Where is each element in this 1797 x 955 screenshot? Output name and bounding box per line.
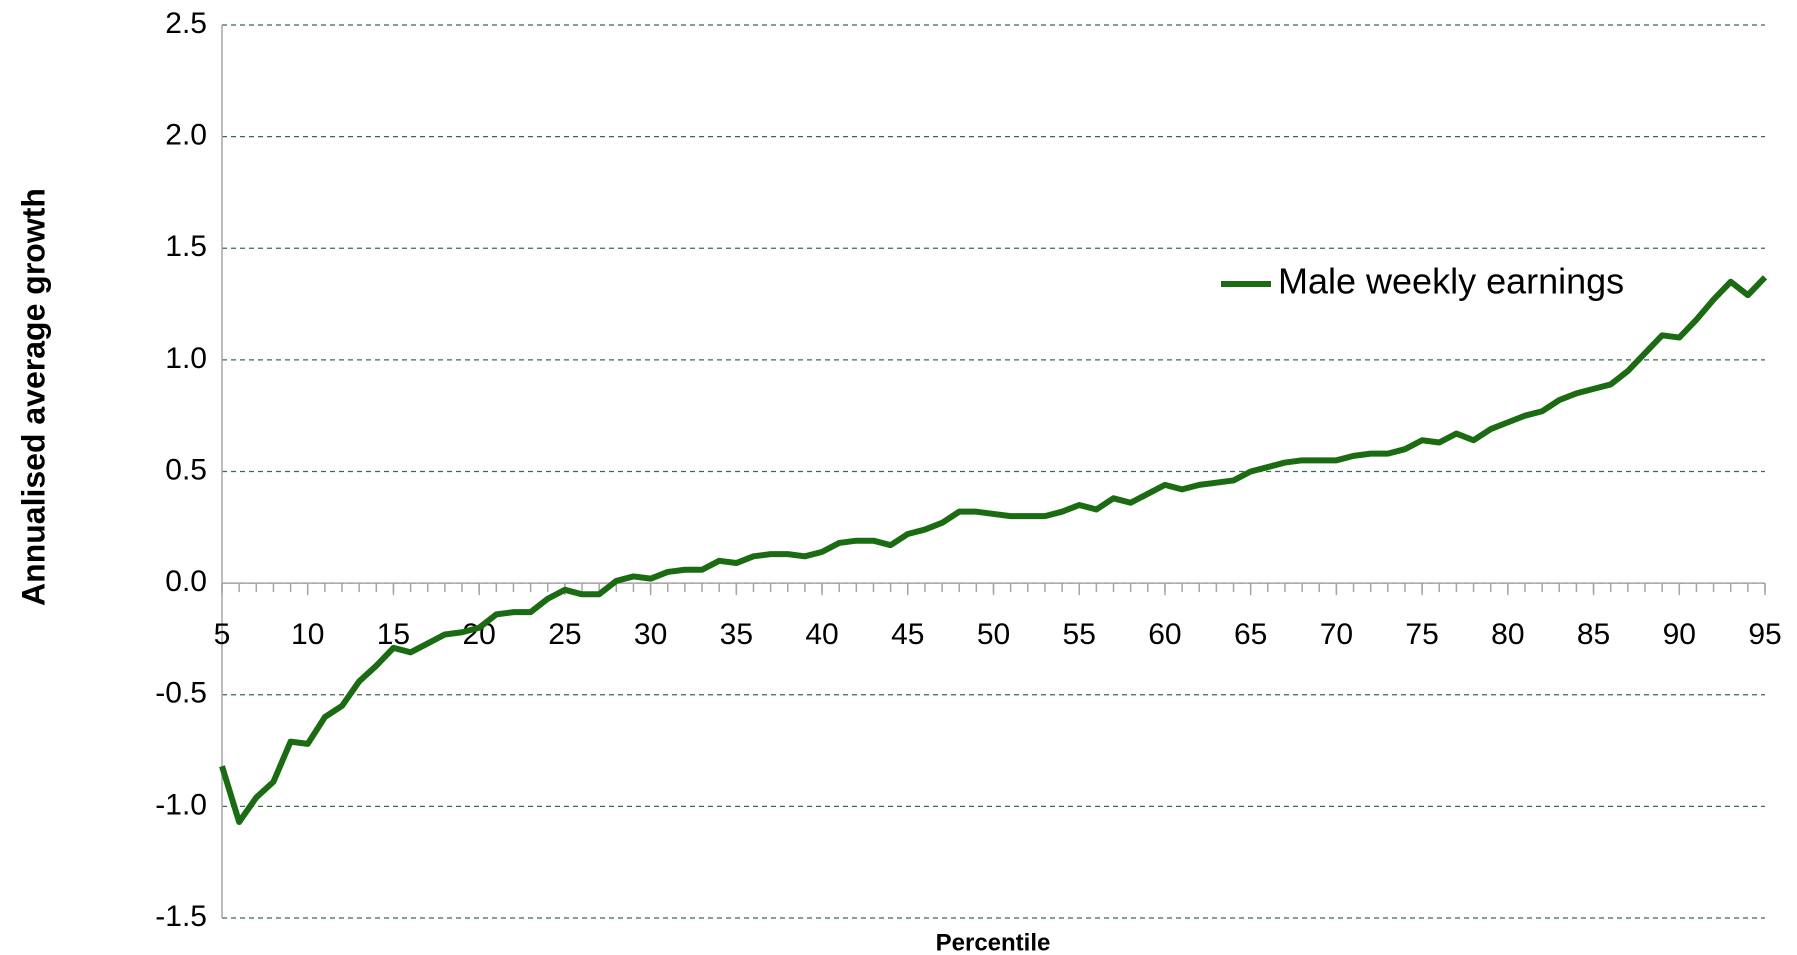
x-tick-label: 30 <box>634 618 667 651</box>
y-tick-label: -1.0 <box>155 788 207 821</box>
y-tick-label: 0.0 <box>165 565 207 598</box>
x-tick-label: 75 <box>1405 618 1438 651</box>
x-tick-label: 10 <box>291 618 324 651</box>
data-line <box>219 275 1768 826</box>
y-tick-label: 2.0 <box>165 119 207 152</box>
y-tick-label: -1.5 <box>155 900 207 933</box>
x-axis-title: Percentile <box>936 929 1051 955</box>
x-tick-label: 50 <box>977 618 1010 651</box>
x-tick-label: 95 <box>1748 618 1781 651</box>
x-tick-label: 40 <box>805 618 838 651</box>
x-tick-label: 35 <box>720 618 753 651</box>
y-tick-label: 0.5 <box>165 453 207 486</box>
x-tick-label: 25 <box>548 618 581 651</box>
y-axis-title: Annualised average growth <box>15 188 51 606</box>
x-tick-label: 90 <box>1663 618 1696 651</box>
x-tick-label: 55 <box>1063 618 1096 651</box>
y-tick-label: 1.0 <box>165 342 207 375</box>
y-tick-label: 1.5 <box>165 230 207 263</box>
x-tick-label: 65 <box>1234 618 1267 651</box>
x-tick-label: 45 <box>891 618 924 651</box>
x-tick-label: 80 <box>1491 618 1524 651</box>
x-tick-label: 85 <box>1577 618 1610 651</box>
x-tick-label: 70 <box>1320 618 1353 651</box>
y-tick-label: -0.5 <box>155 677 207 710</box>
x-tick-label: 20 <box>462 618 495 651</box>
legend-label: Male weekly earnings <box>1278 261 1624 302</box>
y-tick-label: 2.5 <box>165 7 207 40</box>
x-tick-label: 5 <box>214 618 231 651</box>
x-tick-label: 60 <box>1148 618 1181 651</box>
